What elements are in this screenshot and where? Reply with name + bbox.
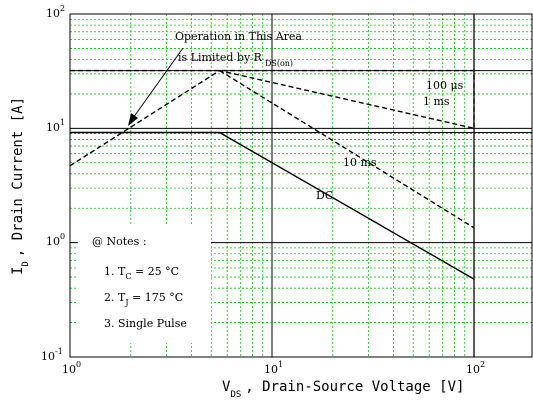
series-line-100s [70,69,475,129]
y-tick-label: 101 [46,118,65,134]
series-line-10ms [219,70,475,229]
series [69,69,475,280]
x-tick-label: 102 [466,360,485,376]
label-1ms: 1 ms [423,95,450,108]
label-10ms: 10 ms [343,156,377,169]
note-3: 3. Single Pulse [104,317,187,330]
note-2: 2. TJ = 175 °C [104,291,183,307]
rds-annotation-line1: Operation in This Area [175,30,302,43]
label-dc: DC [316,189,333,202]
notes-title: @ Notes : [92,235,147,248]
rds-annotation-arrow [132,47,184,119]
label-100us: 100 μs [426,79,464,92]
rds-annotation-line2: is Limited by R DS(on) [178,51,293,68]
notes-box [78,225,211,343]
x-tick-label: 100 [62,360,81,376]
series-line-dc [70,131,475,280]
y-axis-title: ID, Drain Current [A] [10,97,31,275]
y-tick-label: 102 [46,4,65,20]
x-axis-title: VDS, Drain-Source Voltage [V] [222,379,464,400]
arrow-head-icon [128,113,138,126]
note-1: 1. TC = 25 °C [104,265,179,281]
x-tick-label: 101 [264,360,283,376]
y-tick-label: 10-1 [41,347,63,363]
plot-frame [69,13,533,358]
y-tick-label: 100 [46,232,65,248]
